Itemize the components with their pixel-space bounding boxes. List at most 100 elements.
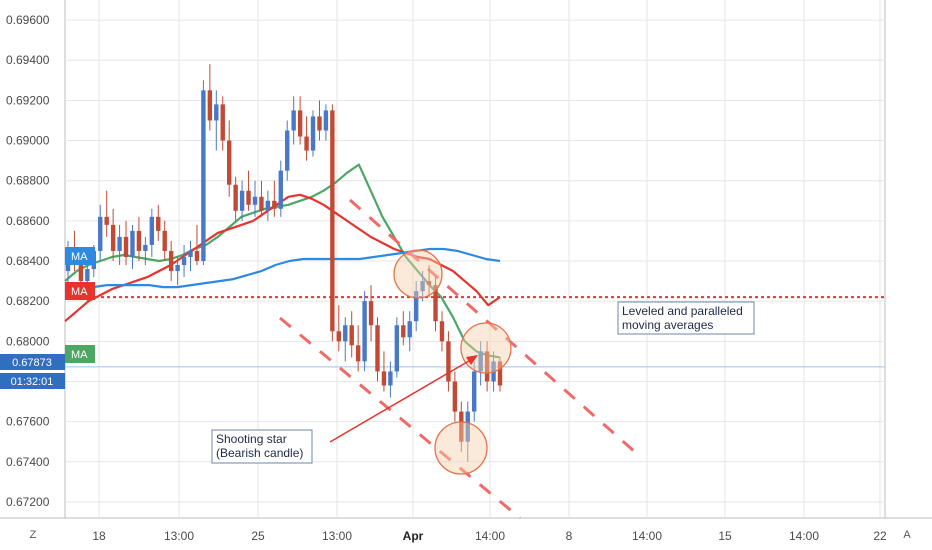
candle-body bbox=[465, 411, 470, 442]
candle-body bbox=[220, 104, 225, 141]
candle bbox=[130, 224, 135, 270]
candle bbox=[175, 256, 180, 286]
candle bbox=[156, 204, 161, 241]
candle bbox=[214, 90, 219, 151]
countdown-label: 01:32:01 bbox=[11, 376, 54, 388]
candle-body bbox=[233, 184, 238, 211]
candle bbox=[123, 220, 129, 266]
y-tick-label: 0.67600 bbox=[6, 415, 50, 429]
candle-body bbox=[117, 236, 122, 251]
annotation-box bbox=[211, 429, 313, 464]
candle-body bbox=[175, 265, 180, 272]
x-axis: 18 13:00 25 13:00 Apr 14:00 8 14:00 15 14:00 22 Z A bbox=[30, 529, 912, 543]
x-tick-label: 14:00 bbox=[632, 529, 662, 543]
candle bbox=[226, 120, 232, 197]
candle-body bbox=[433, 285, 438, 322]
x-tick-label: 14:00 bbox=[789, 529, 819, 543]
candle-body bbox=[104, 216, 109, 225]
candle-body bbox=[78, 265, 84, 282]
candle-body bbox=[265, 200, 271, 211]
bottom-left-corner: Z bbox=[30, 529, 37, 541]
candle bbox=[420, 271, 425, 302]
candle bbox=[233, 176, 238, 221]
y-tick-label: 0.68800 bbox=[6, 174, 50, 188]
candle bbox=[278, 160, 283, 217]
candle-body bbox=[317, 116, 322, 131]
horizontal-levels bbox=[65, 296, 885, 368]
ma-tag-blue bbox=[65, 247, 95, 265]
candle-body bbox=[188, 250, 193, 257]
candle bbox=[252, 180, 258, 217]
bottom-right-corner: A bbox=[903, 529, 911, 541]
candle bbox=[201, 80, 206, 266]
candle-body bbox=[239, 190, 245, 211]
candle bbox=[459, 401, 464, 452]
candle-body bbox=[201, 90, 206, 262]
candle-body bbox=[497, 361, 503, 386]
ma-tag-label: MA bbox=[71, 286, 88, 298]
candle-body bbox=[285, 130, 290, 171]
candle-body bbox=[98, 216, 103, 251]
candle-body bbox=[194, 250, 200, 262]
candle bbox=[188, 240, 193, 272]
y-tick-label: 0.67400 bbox=[6, 455, 50, 469]
candle-body bbox=[323, 110, 329, 131]
y-axis: 0.69600 0.69400 0.69200 0.69000 0.68800 0.686… bbox=[6, 13, 50, 509]
y-tick-label: 0.69600 bbox=[6, 13, 50, 27]
candle bbox=[401, 311, 406, 346]
candle bbox=[407, 311, 412, 352]
candle-body bbox=[420, 281, 425, 292]
y-tick-label: 0.69000 bbox=[6, 134, 50, 148]
candle bbox=[452, 371, 458, 422]
candle bbox=[265, 190, 271, 221]
candle bbox=[259, 180, 264, 217]
candle-body bbox=[304, 136, 309, 151]
candle bbox=[246, 170, 251, 211]
highlight-circle bbox=[460, 322, 512, 374]
price-label-bg bbox=[0, 354, 65, 370]
candle bbox=[375, 317, 380, 382]
candle-body bbox=[401, 325, 406, 338]
annotation-text: (Bearish candle) bbox=[216, 446, 303, 460]
y-tick-label: 0.68600 bbox=[6, 214, 50, 228]
candle bbox=[426, 265, 432, 298]
candle-body bbox=[130, 230, 135, 257]
candle-body bbox=[259, 196, 264, 211]
x-tick-label: 18 bbox=[92, 529, 106, 543]
candle-body bbox=[472, 371, 477, 412]
highlight-circle bbox=[434, 421, 488, 475]
candle bbox=[343, 317, 348, 362]
ma-tag-green bbox=[65, 345, 95, 363]
highlight-circles bbox=[393, 249, 512, 475]
candle-body bbox=[149, 216, 155, 245]
y-tick-label: 0.67200 bbox=[6, 495, 50, 509]
arrow-line bbox=[329, 357, 475, 443]
candle-body bbox=[349, 325, 354, 346]
candle-body bbox=[310, 116, 316, 151]
arrow-head bbox=[466, 355, 478, 365]
candle bbox=[349, 311, 354, 358]
candle bbox=[136, 216, 142, 262]
x-tick-label: 25 bbox=[251, 529, 265, 543]
candle bbox=[168, 240, 174, 282]
candle-body bbox=[336, 331, 342, 342]
candle-body bbox=[413, 291, 419, 322]
candle bbox=[304, 116, 309, 161]
y-tick-label: 0.69200 bbox=[6, 93, 50, 107]
candle-body bbox=[207, 90, 213, 121]
candle bbox=[297, 96, 303, 145]
candle-body bbox=[394, 325, 400, 372]
candle-body bbox=[407, 321, 412, 338]
candle-body bbox=[156, 216, 161, 231]
trend-channel-line bbox=[349, 198, 636, 454]
candle-body bbox=[297, 110, 303, 137]
candle-body bbox=[439, 321, 445, 342]
candle bbox=[149, 208, 155, 257]
trend-channel-lines bbox=[279, 198, 636, 520]
candle-body bbox=[123, 236, 129, 257]
candle-body bbox=[362, 301, 367, 362]
candle bbox=[381, 351, 387, 392]
x-tick-label: 14:00 bbox=[475, 529, 505, 543]
